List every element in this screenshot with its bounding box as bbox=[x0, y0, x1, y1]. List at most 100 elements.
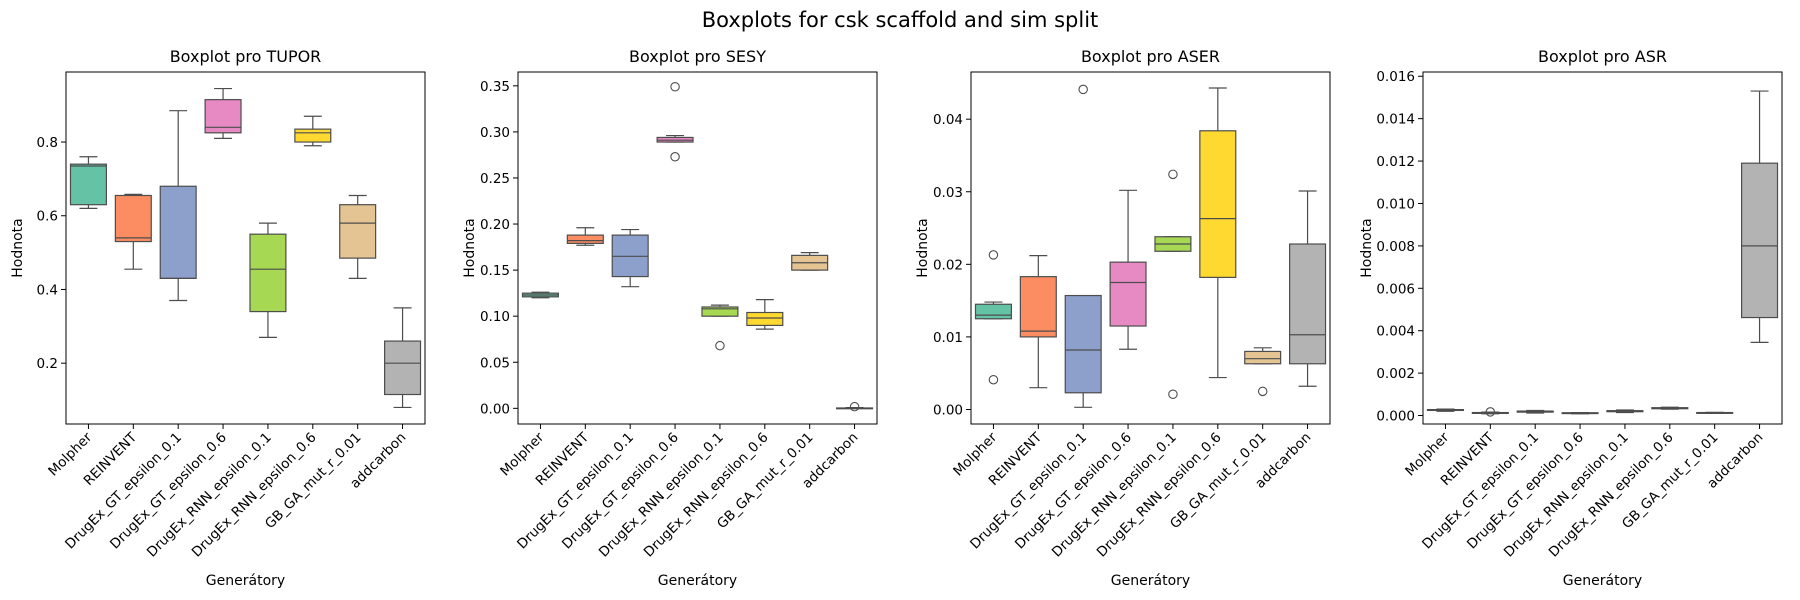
subplot-1: Boxplot pro TUPOR0.20.40.60.8HodnotaMolp… bbox=[10, 47, 426, 589]
box-DrugEx_GT_epsilon_0.1 bbox=[1064, 84, 1102, 408]
subplot-title: Boxplot pro ASER bbox=[1081, 47, 1220, 66]
y-tick-label: 0.02 bbox=[933, 257, 963, 273]
y-tick-label: 0.35 bbox=[480, 79, 510, 95]
box-DrugEx_GT_epsilon_0.6 bbox=[1109, 189, 1147, 350]
outlier-point bbox=[849, 401, 860, 412]
y-tick-label: 0.000 bbox=[1376, 409, 1415, 425]
y-tick-label: 0.20 bbox=[480, 217, 510, 233]
y-axis-label: Hodnota bbox=[915, 218, 931, 278]
y-tick-label: 0.01 bbox=[933, 330, 963, 346]
y-tick-label: 0.04 bbox=[933, 112, 963, 128]
box-DrugEx_GT_epsilon_0.6 bbox=[656, 81, 694, 162]
y-tick-label: 0.30 bbox=[480, 125, 510, 141]
iqr-box bbox=[1199, 130, 1237, 278]
box-DrugEx_RNN_epsilon_0.6 bbox=[294, 115, 332, 147]
box-DrugEx_GT_epsilon_0.1 bbox=[1516, 409, 1554, 414]
box-DrugEx_GT_epsilon_0.1 bbox=[159, 110, 197, 302]
iqr-box bbox=[1109, 261, 1147, 327]
y-tick-label: 0.03 bbox=[933, 185, 963, 201]
iqr-box bbox=[1019, 276, 1057, 338]
iqr-box bbox=[294, 128, 332, 143]
y-tick-label: 0.002 bbox=[1376, 366, 1415, 382]
axes-frame bbox=[1422, 71, 1783, 425]
box-GB_GA_mut_r_0.01 bbox=[1244, 347, 1282, 397]
box-REINVENT bbox=[566, 227, 604, 246]
outlier-point bbox=[715, 340, 725, 351]
iqr-box bbox=[249, 233, 287, 313]
iqr-box bbox=[1244, 350, 1282, 365]
subplot-2: Boxplot pro SESY 0.00 0.05 0.10 0.15 0.20 0.25… bbox=[462, 47, 878, 589]
box-DrugEx_GT_epsilon_0.6 bbox=[204, 87, 242, 139]
axes-frame bbox=[517, 71, 878, 425]
y-axis-label: Hodnota bbox=[462, 218, 478, 278]
iqr-box bbox=[1289, 243, 1327, 365]
box-DrugEx_GT_epsilon_0.6 bbox=[1561, 411, 1599, 415]
iqr-box bbox=[114, 194, 152, 243]
box-DrugEx_RNN_epsilon_0.1 bbox=[1154, 169, 1192, 399]
box-DrugEx_RNN_epsilon_0.1 bbox=[249, 222, 287, 338]
y-tick-label: 0.014 bbox=[1376, 112, 1415, 128]
y-tick-label: 0.25 bbox=[480, 171, 510, 187]
outlier-point bbox=[988, 250, 999, 260]
subplot-title: Boxplot pro SESY bbox=[629, 47, 766, 66]
x-axis-label: Generátory bbox=[1563, 573, 1642, 589]
y-tick-label: 0.4 bbox=[37, 282, 58, 298]
box-Molpher bbox=[521, 291, 559, 299]
box-REINVENT bbox=[114, 193, 152, 270]
y-tick-label: 0.008 bbox=[1376, 239, 1415, 255]
iqr-box bbox=[746, 311, 784, 327]
box-addcarbon bbox=[836, 401, 874, 412]
y-tick-label: 0.012 bbox=[1376, 154, 1415, 170]
box-DrugEx_RNN_epsilon_0.6 bbox=[1651, 406, 1689, 410]
y-tick-label: 0.00 bbox=[933, 402, 963, 418]
outlier-point bbox=[670, 81, 680, 92]
y-tick-label: 0.15 bbox=[480, 263, 510, 279]
iqr-box bbox=[566, 234, 604, 244]
y-tick-label: 0.00 bbox=[480, 401, 510, 417]
x-axis-label: Generátory bbox=[1111, 573, 1190, 589]
iqr-box bbox=[974, 303, 1012, 320]
box-addcarbon bbox=[1289, 190, 1327, 387]
iqr-box bbox=[69, 163, 107, 206]
axes-frame bbox=[970, 71, 1331, 425]
iqr-box bbox=[339, 204, 377, 259]
box-addcarbon bbox=[384, 307, 422, 409]
outlier-point bbox=[1257, 386, 1268, 397]
box-DrugEx_RNN_epsilon_0.1 bbox=[701, 304, 739, 351]
outlier-point bbox=[988, 374, 999, 385]
axes-frame bbox=[65, 71, 426, 425]
iqr-box bbox=[384, 340, 422, 396]
subplot-title: Boxplot pro ASR bbox=[1538, 47, 1667, 66]
iqr-box bbox=[159, 185, 197, 280]
box-DrugEx_RNN_epsilon_0.6 bbox=[1199, 87, 1237, 379]
figure-title: Boxplots for csk scaffold and sim split bbox=[702, 8, 1099, 32]
iqr-box bbox=[701, 306, 739, 317]
outlier-point bbox=[1168, 169, 1178, 180]
y-tick-label: 0.05 bbox=[480, 355, 510, 371]
y-axis-label: Hodnota bbox=[10, 218, 26, 278]
box-addcarbon bbox=[1741, 90, 1779, 343]
y-axis-label: Hodnota bbox=[1359, 218, 1375, 278]
subplot-3: Boxplot pro ASER 0.00 0.01 0.02 0.03 0.04 Hodn… bbox=[915, 47, 1331, 589]
x-axis-label: Generátory bbox=[206, 573, 285, 589]
y-tick-label: 0.10 bbox=[480, 309, 510, 325]
y-tick-label: 0.6 bbox=[37, 209, 58, 225]
box-REINVENT bbox=[1019, 255, 1057, 389]
y-tick-label: 0.016 bbox=[1376, 69, 1415, 85]
subplot-title: Boxplot pro TUPOR bbox=[170, 47, 322, 66]
box-Molpher bbox=[974, 250, 1012, 385]
box-REINVENT bbox=[1471, 407, 1509, 417]
y-tick-label: 0.010 bbox=[1376, 196, 1415, 212]
iqr-box bbox=[1741, 162, 1779, 319]
outlier-point bbox=[670, 152, 680, 162]
iqr-box bbox=[1064, 294, 1102, 394]
box-GB_GA_mut_r_0.01 bbox=[339, 194, 377, 280]
box-DrugEx_GT_epsilon_0.1 bbox=[611, 228, 649, 288]
box-Molpher bbox=[1426, 408, 1464, 412]
box-GB_GA_mut_r_0.01 bbox=[791, 252, 829, 271]
subplot-4: Boxplot pro ASR 0.000 0.002 0.004 0.006 0.008… bbox=[1359, 47, 1783, 589]
box-GB_GA_mut_r_0.01 bbox=[1696, 411, 1734, 414]
y-tick-label: 0.004 bbox=[1376, 324, 1415, 340]
y-tick-label: 0.006 bbox=[1376, 281, 1415, 297]
